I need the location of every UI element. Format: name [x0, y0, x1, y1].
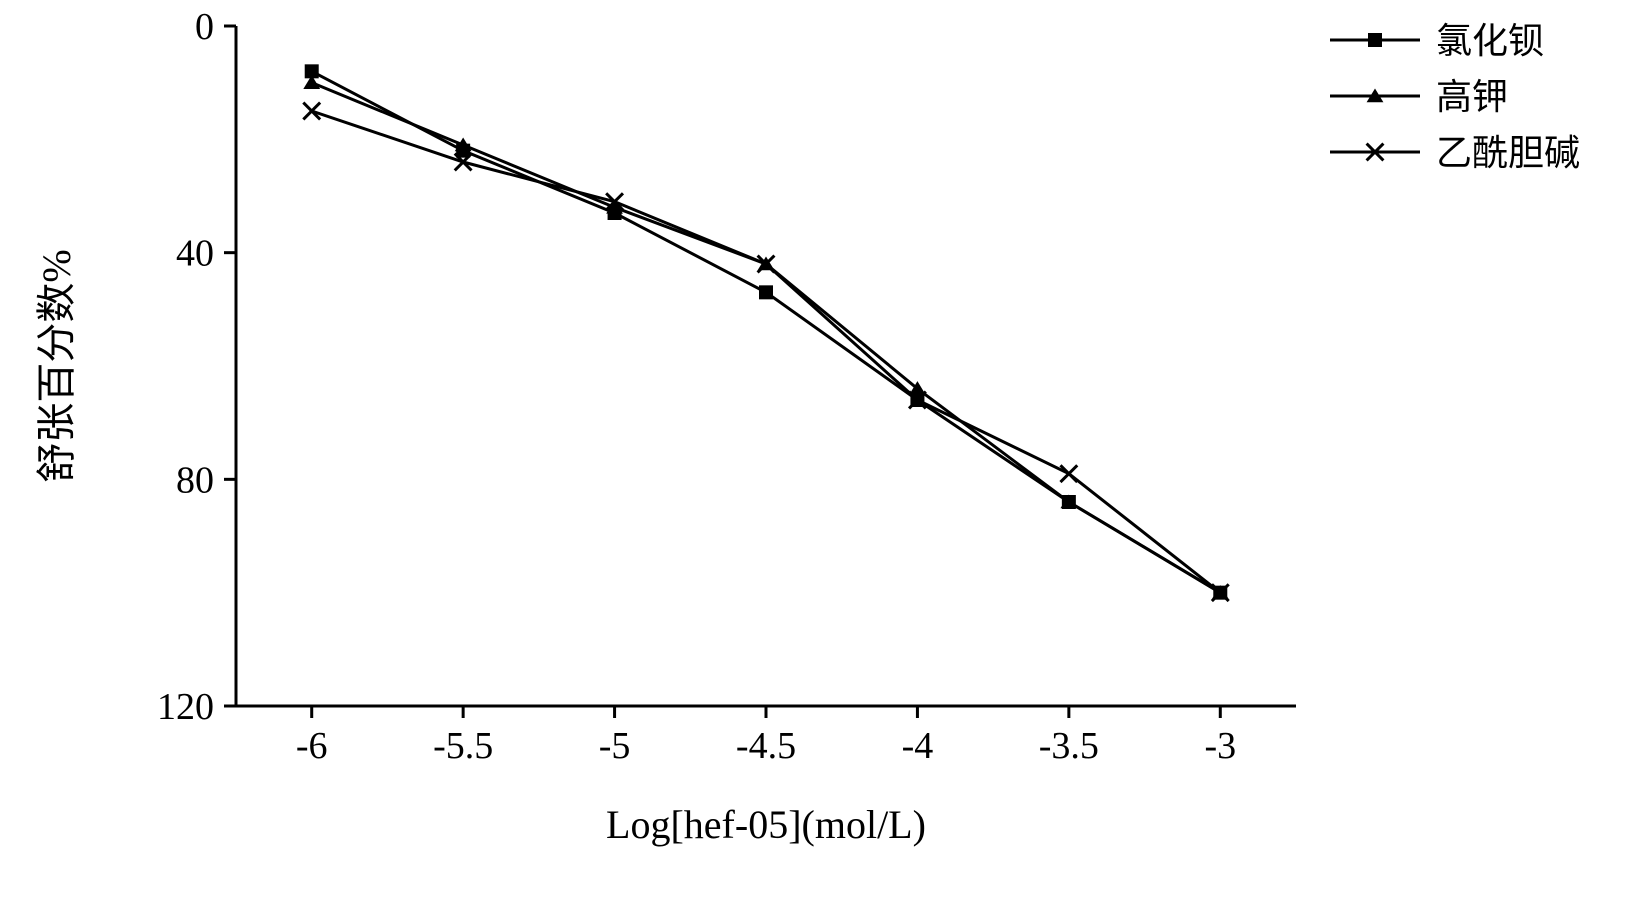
x-tick-label: -4 [902, 725, 934, 767]
series [305, 64, 1228, 599]
series-line [312, 111, 1221, 593]
series [303, 103, 1228, 601]
series-line [312, 83, 1221, 593]
y-tick-label: 80 [176, 459, 214, 501]
legend-label: 乙酰胆碱 [1436, 133, 1580, 173]
x-tick-label: -6 [296, 725, 328, 767]
series-line [312, 71, 1221, 592]
x-tick-label: -3 [1204, 725, 1236, 767]
y-axis-title: 舒张百分数% [34, 249, 79, 482]
y-tick-label: 0 [195, 6, 214, 48]
y-tick-label: 40 [176, 233, 214, 275]
legend-label: 氯化钡 [1436, 21, 1544, 61]
x-axis-title: Log[hef-05](mol/L) [606, 802, 926, 847]
line-chart: 0 40 80 120 -6 -5.5 -5 -4.5 -4 -3.5 -3 Log[hef-05](… [0, 0, 1644, 898]
square-marker-icon [1368, 33, 1382, 47]
legend-item: 氯化钡 [1330, 21, 1544, 61]
square-marker-icon [759, 285, 773, 299]
chart-container: { "chart": { "type": "line", "background… [0, 0, 1644, 898]
x-tick-label: -5 [599, 725, 631, 767]
y-tick-label: 120 [157, 686, 214, 728]
legend-item: 高钾 [1330, 77, 1508, 117]
x-tick-label: -3.5 [1039, 725, 1099, 767]
x-tick-label: -5.5 [433, 725, 493, 767]
legend-label: 高钾 [1436, 77, 1508, 117]
legend-item: 乙酰胆碱 [1330, 133, 1580, 173]
x-tick-label: -4.5 [736, 725, 796, 767]
